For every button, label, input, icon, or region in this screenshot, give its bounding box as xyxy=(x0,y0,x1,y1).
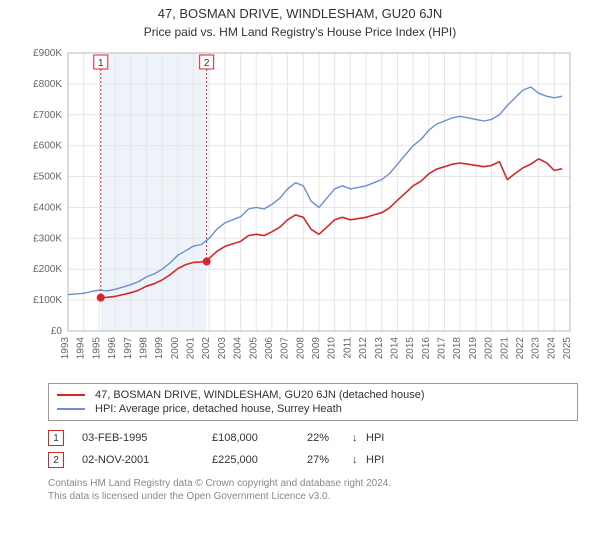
legend-item: HPI: Average price, detached house, Surr… xyxy=(57,402,569,416)
legend-swatch xyxy=(57,408,85,410)
legend-item: 47, BOSMAN DRIVE, WINDLESHAM, GU20 6JN (… xyxy=(57,388,569,402)
legend-swatch xyxy=(57,394,85,396)
svg-text:2018: 2018 xyxy=(452,337,463,360)
svg-text:2012: 2012 xyxy=(358,337,369,360)
svg-text:1995: 1995 xyxy=(91,337,102,360)
svg-text:2: 2 xyxy=(204,58,210,69)
sale-arrow-icon: ↓ xyxy=(352,454,366,466)
svg-text:2011: 2011 xyxy=(342,337,353,359)
svg-text:2010: 2010 xyxy=(327,337,338,360)
svg-text:2002: 2002 xyxy=(201,337,212,360)
sales-table: 1 03-FEB-1995£108,00022%↓HPI 2 02-NOV-2001£… xyxy=(48,427,578,471)
svg-text:£600K: £600K xyxy=(33,141,62,152)
svg-text:1: 1 xyxy=(98,58,104,69)
sale-hpi-label: HPI xyxy=(366,432,384,444)
svg-text:£700K: £700K xyxy=(33,110,62,121)
svg-text:2019: 2019 xyxy=(468,337,479,360)
sale-row: 1 03-FEB-1995£108,00022%↓HPI xyxy=(48,427,578,449)
sale-price: £225,000 xyxy=(212,454,307,466)
svg-text:2006: 2006 xyxy=(264,337,275,360)
svg-text:£100K: £100K xyxy=(33,295,62,306)
svg-text:2013: 2013 xyxy=(374,337,385,360)
legend: 47, BOSMAN DRIVE, WINDLESHAM, GU20 6JN (… xyxy=(48,383,578,421)
legend-label: HPI: Average price, detached house, Surr… xyxy=(95,403,342,415)
sale-pct: 27% xyxy=(307,454,352,466)
svg-text:2016: 2016 xyxy=(421,337,432,360)
footnote-line: This data is licensed under the Open Gov… xyxy=(48,490,578,503)
sale-date: 03-FEB-1995 xyxy=(82,432,212,444)
sale-marker-icon: 1 xyxy=(48,430,64,446)
sale-price: £108,000 xyxy=(212,432,307,444)
footnote: Contains HM Land Registry data © Crown c… xyxy=(48,477,578,503)
svg-text:2017: 2017 xyxy=(437,337,448,360)
line-chart-svg: £0 £100K £200K £300K £400K £500K £600K £700K £80… xyxy=(20,45,580,375)
svg-text:1993: 1993 xyxy=(60,337,71,360)
svg-text:2001: 2001 xyxy=(186,337,197,360)
footnote-line: Contains HM Land Registry data © Crown c… xyxy=(48,477,578,490)
svg-text:2008: 2008 xyxy=(295,337,306,360)
svg-text:2014: 2014 xyxy=(389,337,400,360)
sale-hpi-label: HPI xyxy=(366,454,384,466)
legend-label: 47, BOSMAN DRIVE, WINDLESHAM, GU20 6JN (… xyxy=(95,389,425,401)
svg-text:2005: 2005 xyxy=(248,337,259,360)
svg-text:£500K: £500K xyxy=(33,172,62,183)
svg-text:£400K: £400K xyxy=(33,202,62,213)
svg-text:2009: 2009 xyxy=(311,337,322,360)
svg-text:2023: 2023 xyxy=(531,337,542,360)
svg-text:£200K: £200K xyxy=(33,264,62,275)
chart-container: 47, BOSMAN DRIVE, WINDLESHAM, GU20 6JN P… xyxy=(0,0,600,560)
chart-subtitle: Price paid vs. HM Land Registry's House … xyxy=(0,21,600,45)
svg-text:2022: 2022 xyxy=(515,337,526,360)
sale-row: 2 02-NOV-2001£225,00027%↓HPI xyxy=(48,449,578,471)
svg-text:1994: 1994 xyxy=(76,337,87,360)
svg-text:2024: 2024 xyxy=(546,337,557,360)
svg-text:£300K: £300K xyxy=(33,233,62,244)
svg-text:1999: 1999 xyxy=(154,337,165,360)
svg-text:2015: 2015 xyxy=(405,337,416,360)
svg-text:£900K: £900K xyxy=(33,48,62,59)
svg-text:1996: 1996 xyxy=(107,337,118,360)
chart-area: £0 £100K £200K £300K £400K £500K £600K £700K £80… xyxy=(20,45,580,375)
chart-title: 47, BOSMAN DRIVE, WINDLESHAM, GU20 6JN xyxy=(0,0,600,21)
svg-text:2007: 2007 xyxy=(280,337,291,360)
sale-arrow-icon: ↓ xyxy=(352,432,366,444)
sale-pct: 22% xyxy=(307,432,352,444)
svg-text:£800K: £800K xyxy=(33,79,62,90)
svg-text:1998: 1998 xyxy=(138,337,149,360)
svg-text:1997: 1997 xyxy=(123,337,134,360)
svg-text:2003: 2003 xyxy=(217,337,228,360)
sale-date: 02-NOV-2001 xyxy=(82,454,212,466)
sale-marker-icon: 2 xyxy=(48,452,64,468)
svg-text:2000: 2000 xyxy=(170,337,181,360)
svg-text:£0: £0 xyxy=(51,326,63,337)
svg-text:2020: 2020 xyxy=(484,337,495,360)
svg-text:2021: 2021 xyxy=(499,337,510,360)
svg-text:2004: 2004 xyxy=(233,337,244,360)
svg-text:2025: 2025 xyxy=(562,337,573,360)
